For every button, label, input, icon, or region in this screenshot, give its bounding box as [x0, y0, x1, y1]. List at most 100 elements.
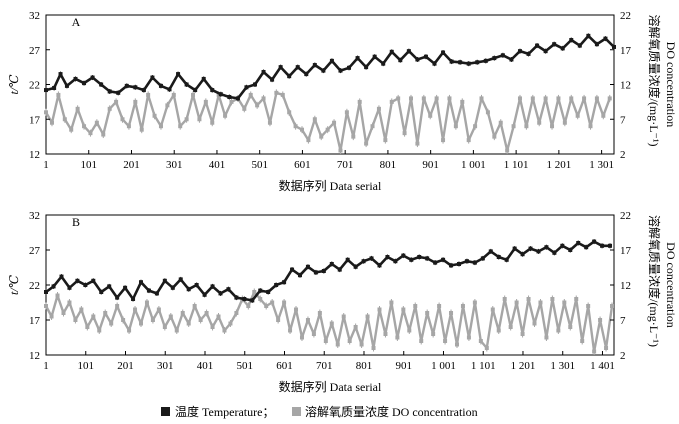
y-right-tick-label: 22	[620, 210, 631, 222]
temperature-point	[91, 278, 96, 283]
do-point	[210, 120, 215, 125]
temperature-point	[441, 50, 446, 55]
temperature-point	[52, 85, 57, 90]
do-point	[280, 92, 285, 97]
do-point	[287, 110, 292, 115]
do-point	[258, 297, 263, 301]
temperature-point	[377, 263, 382, 268]
do-point	[601, 113, 606, 118]
temperature-point	[234, 295, 239, 300]
temperature-point	[115, 295, 120, 300]
legend-label-do: 溶解氧质量浓度 DO concentration	[305, 404, 478, 419]
y-left-tick-label: 27	[29, 245, 41, 257]
x-tick-label: 901	[395, 360, 412, 372]
temperature-point	[520, 252, 525, 257]
do-point	[115, 304, 120, 308]
x-tick-label: 501	[236, 360, 253, 372]
temperature-point	[458, 60, 463, 65]
temperature-point	[274, 283, 279, 287]
x-tick-label: 1 201	[511, 360, 536, 372]
do-point	[198, 318, 203, 322]
x-tick-label: 1 201	[546, 159, 571, 171]
do-point	[344, 110, 349, 115]
temperature-point	[287, 74, 292, 79]
do-point	[216, 314, 221, 319]
x-tick-label: 401	[209, 159, 226, 171]
temperature-point	[552, 250, 557, 255]
do-point	[383, 332, 388, 336]
do-point	[508, 325, 513, 329]
temperature-point	[603, 36, 608, 41]
x-tick-label: 701	[337, 159, 354, 171]
temperature-point	[535, 43, 540, 48]
do-point	[466, 138, 471, 143]
do-point	[449, 311, 454, 315]
chart-panel-a: 1 101 201 301 401 501 601 701 801 901 1 001 1 101 1 …	[7, 10, 678, 193]
temperature-point	[90, 75, 95, 80]
temperature-point	[202, 292, 207, 297]
do-point	[101, 132, 106, 137]
x-tick-label: 1 301	[550, 360, 575, 372]
temperature-line	[45, 240, 610, 302]
do-point	[288, 328, 293, 333]
temperature-point	[131, 297, 136, 301]
do-point	[496, 328, 501, 333]
do-point	[395, 335, 400, 340]
do-point	[582, 96, 587, 101]
x-tick-label: 401	[197, 360, 214, 372]
temperature-point	[162, 278, 167, 283]
do-point	[242, 106, 247, 111]
temperature-series	[44, 239, 613, 303]
temperature-point	[176, 72, 181, 77]
temperature-point	[194, 283, 199, 287]
x-tick-label: 601	[294, 159, 311, 171]
temperature-point	[466, 61, 471, 66]
temperature-point	[361, 259, 366, 264]
temperature-point	[433, 260, 438, 265]
do-point	[562, 300, 567, 305]
do-point	[479, 96, 484, 101]
do-point	[402, 131, 407, 136]
do-point	[530, 96, 535, 101]
temperature-point	[313, 270, 318, 275]
temperature-point	[252, 82, 257, 87]
temperature-point	[560, 46, 565, 51]
temperature-point	[401, 253, 406, 258]
legend: 温度 Temperature； 溶解氧质量浓度 DO concentration	[161, 404, 478, 419]
do-point	[484, 346, 489, 350]
do-point	[300, 127, 305, 132]
temperature-point	[576, 241, 581, 245]
temperature-point	[158, 83, 163, 88]
do-point	[216, 92, 221, 97]
x-tick-label: 501	[251, 159, 268, 171]
temperature-point	[73, 76, 78, 81]
do-point	[407, 328, 412, 333]
do-point	[276, 318, 281, 322]
y-left-tick-label: 12	[29, 350, 40, 362]
do-point	[88, 131, 93, 136]
do-point	[138, 321, 143, 326]
do-point	[543, 96, 548, 101]
do-point	[594, 96, 599, 101]
do-point	[282, 300, 287, 305]
temperature-point	[67, 285, 72, 290]
temperature-point	[500, 53, 505, 58]
temperature-point	[250, 298, 255, 303]
do-point	[264, 304, 269, 308]
do-point	[498, 120, 503, 125]
do-point	[492, 134, 497, 139]
do-point	[413, 304, 418, 308]
do-point	[443, 339, 448, 343]
do-point	[67, 300, 72, 305]
temperature-point	[338, 68, 343, 73]
x-tick-label: 201	[117, 360, 134, 372]
do-point	[447, 96, 452, 101]
do-point	[299, 335, 304, 340]
temperature-point	[210, 88, 215, 93]
do-point	[44, 110, 48, 115]
temperature-point	[99, 82, 104, 87]
temperature-point	[312, 63, 317, 68]
do-point	[592, 349, 597, 354]
do-point	[174, 328, 179, 333]
temperature-point	[389, 49, 394, 54]
